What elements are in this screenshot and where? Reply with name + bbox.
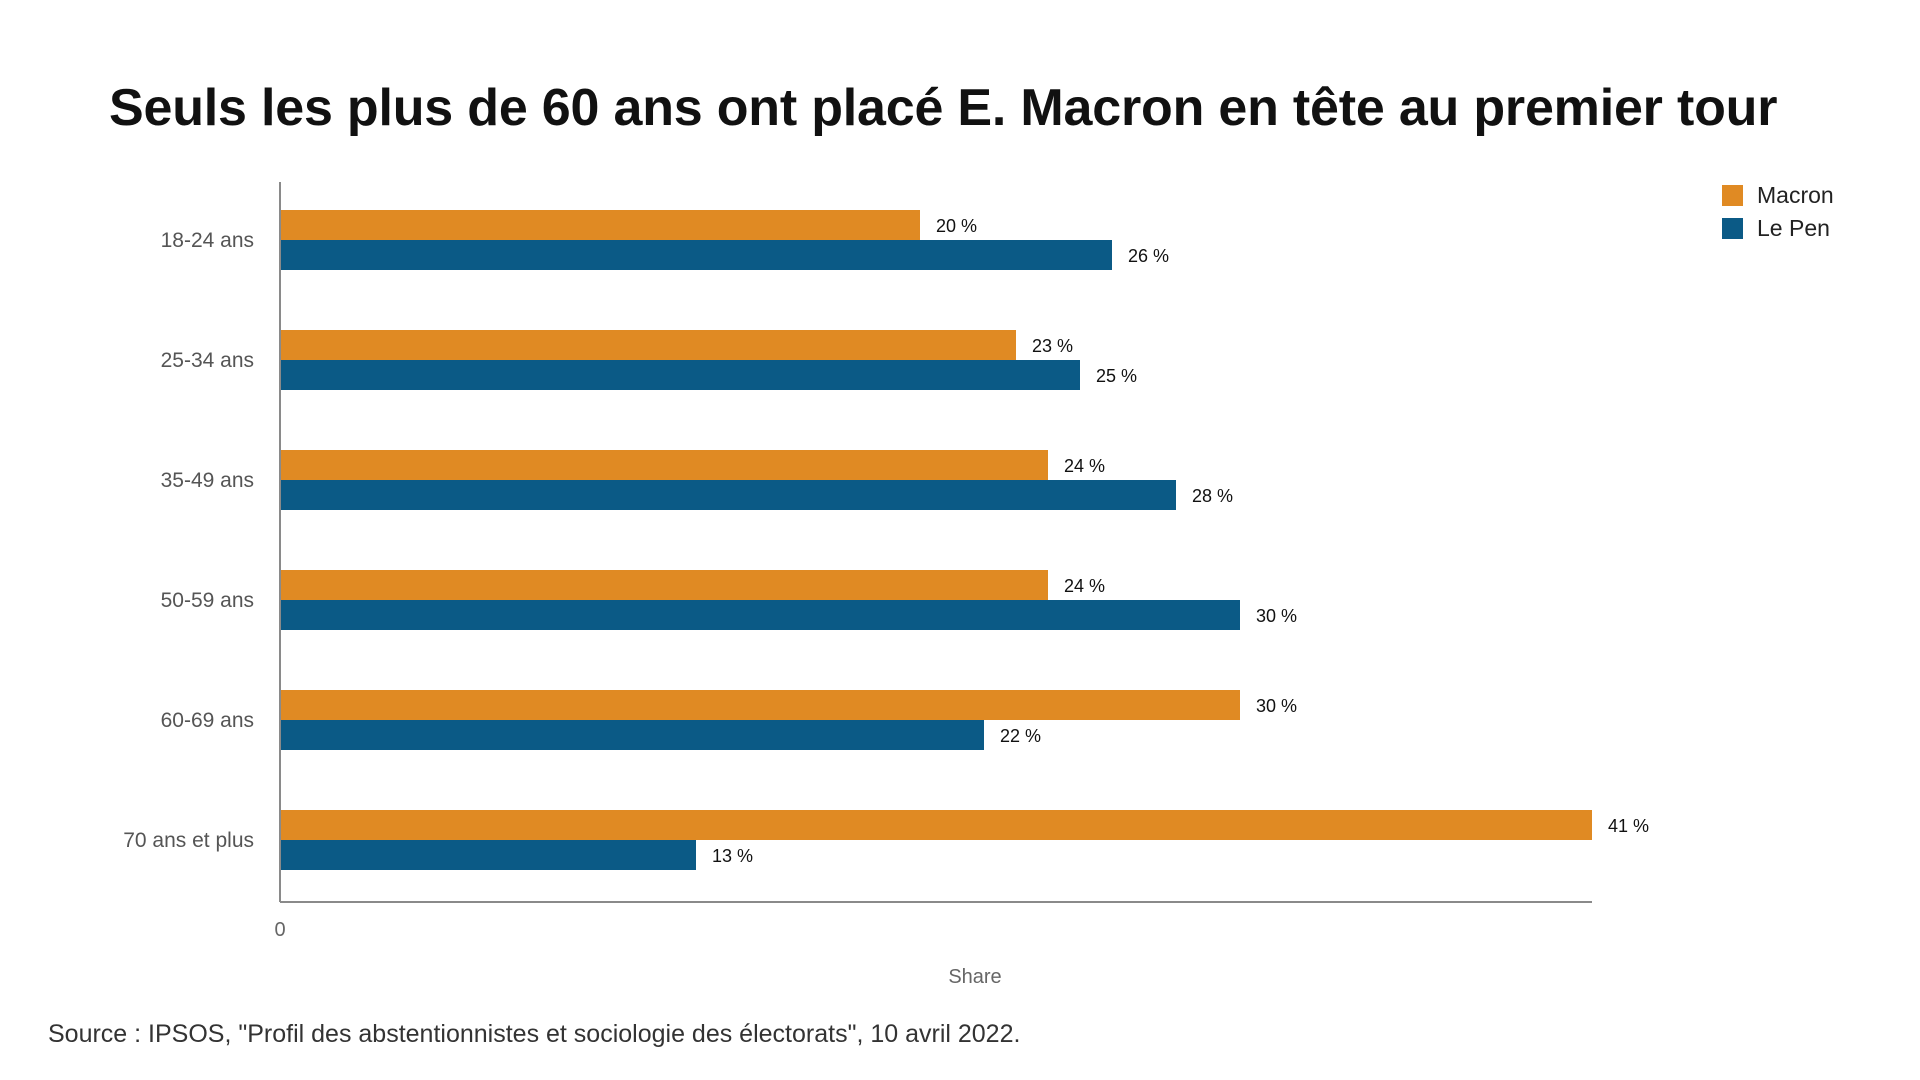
category-label: 25-34 ans	[161, 349, 254, 372]
bar-le-pen	[280, 360, 1080, 390]
x-axis-title: Share	[948, 966, 1001, 988]
bar-le-pen	[280, 600, 1240, 630]
data-label: 20 %	[936, 216, 977, 236]
legend-label: Le Pen	[1757, 215, 1830, 241]
data-label: 30 %	[1256, 696, 1297, 716]
chart-title: Seuls les plus de 60 ans ont placé E. Ma…	[109, 79, 1778, 137]
category-label: 70 ans et plus	[123, 829, 254, 852]
data-label: 24 %	[1064, 456, 1105, 476]
category-label: 60-69 ans	[161, 709, 254, 732]
data-label: 30 %	[1256, 606, 1297, 626]
labels-layer: 18-24 ans 20 % 26 % 25-34 ans 23 % 25 % 35-49 …	[123, 216, 1649, 866]
legend-swatch	[1722, 185, 1743, 206]
bar-le-pen	[280, 240, 1112, 270]
bar-macron	[280, 810, 1592, 840]
source-note: Source : IPSOS, "Profil des abstentionni…	[48, 1020, 1021, 1048]
bar-macron	[280, 330, 1016, 360]
category-label: 18-24 ans	[161, 229, 254, 252]
data-label: 41 %	[1608, 816, 1649, 836]
data-label: 22 %	[1000, 726, 1041, 746]
bar-macron	[280, 690, 1240, 720]
legend-label: Macron	[1757, 182, 1834, 208]
bar-le-pen	[280, 720, 984, 750]
bar-le-pen	[280, 480, 1176, 510]
data-label: 25 %	[1096, 366, 1137, 386]
category-label: 35-49 ans	[161, 469, 254, 492]
legend-swatch	[1722, 218, 1743, 239]
data-label: 26 %	[1128, 246, 1169, 266]
legend: Macron Le Pen	[1722, 182, 1834, 241]
data-label: 24 %	[1064, 576, 1105, 596]
bar-macron	[280, 210, 920, 240]
bar-macron	[280, 450, 1048, 480]
bar-chart: 18-24 ans 20 % 26 % 25-34 ans 23 % 25 % 35-49 …	[123, 182, 1834, 988]
bar-le-pen	[280, 840, 696, 870]
bar-macron	[280, 570, 1048, 600]
category-label: 50-59 ans	[161, 589, 254, 612]
bars-layer	[280, 210, 1592, 870]
x-tick-label: 0	[274, 919, 285, 941]
data-label: 28 %	[1192, 486, 1233, 506]
data-label: 13 %	[712, 846, 753, 866]
data-label: 23 %	[1032, 336, 1073, 356]
